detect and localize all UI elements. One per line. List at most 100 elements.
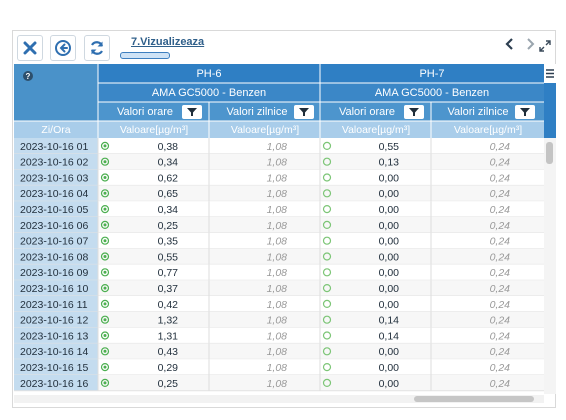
value-daily-ph7[interactable]: 0,24 — [490, 346, 511, 358]
value-daily-ph7[interactable]: 0,24 — [490, 299, 511, 311]
table-row[interactable]: 2023-10-16 03 0,62 1,08 0,00 0,24 — [14, 169, 544, 186]
close-button[interactable] — [17, 35, 43, 61]
value-daily-ph6[interactable]: 1,08 — [267, 220, 288, 232]
value-hourly-ph6[interactable]: 0,34 — [158, 157, 179, 169]
value-hourly-ph6[interactable]: 0,25 — [158, 220, 179, 232]
value-hourly-ph6[interactable]: 0,38 — [158, 141, 179, 153]
table-row[interactable]: 2023-10-16 04 0,65 1,08 0,00 0,24 — [14, 185, 544, 202]
value-daily-ph6[interactable]: 1,08 — [267, 188, 288, 200]
table-row[interactable]: 2023-10-16 11 0,42 1,08 0,00 0,24 — [14, 296, 544, 313]
value-hourly-ph7[interactable]: 0,00 — [379, 362, 400, 374]
value-hourly-ph6[interactable]: 0,43 — [158, 346, 179, 358]
value-hourly-ph6[interactable]: 0,55 — [158, 251, 179, 263]
value-hourly-ph7[interactable]: 0,00 — [379, 220, 400, 232]
table-row[interactable]: 2023-10-16 08 0,55 1,08 0,00 0,24 — [14, 248, 544, 265]
value-hourly-ph6[interactable]: 0,35 — [158, 236, 179, 248]
table-row[interactable]: 2023-10-16 12 1,32 1,08 0,14 0,24 — [14, 311, 544, 329]
tab-vizualizeaza[interactable]: 7.Vizualizeaza — [131, 36, 205, 48]
value-hourly-ph7[interactable]: 0,00 — [379, 283, 400, 295]
value-hourly-ph6[interactable]: 0,65 — [158, 188, 179, 200]
value-hourly-ph6[interactable]: 0,62 — [158, 172, 179, 184]
value-daily-ph6[interactable]: 1,08 — [267, 299, 288, 311]
table-row[interactable]: 2023-10-16 15 0,29 1,08 0,00 0,24 — [14, 359, 544, 376]
corner-label: Zi/Ora — [41, 124, 70, 136]
value-daily-ph6[interactable]: 1,08 — [267, 251, 288, 263]
value-daily-ph6[interactable]: 1,08 — [267, 204, 288, 216]
value-daily-ph7[interactable]: 0,24 — [490, 141, 511, 153]
value-hourly-ph7[interactable]: 0,00 — [379, 172, 400, 184]
table-row[interactable]: 2023-10-16 02 0,34 1,08 0,13 0,24 — [14, 153, 544, 171]
value-daily-ph7[interactable]: 0,24 — [490, 236, 511, 248]
value-hourly-ph6[interactable]: 1,32 — [158, 315, 179, 327]
value-hourly-ph6[interactable]: 0,25 — [158, 378, 179, 390]
value-hourly-ph7[interactable]: 0,00 — [379, 346, 400, 358]
value-daily-ph7[interactable]: 0,24 — [490, 251, 511, 263]
value-hourly-ph6[interactable]: 0,42 — [158, 299, 179, 311]
value-hourly-ph7[interactable]: 0,14 — [379, 330, 400, 342]
value-hourly-ph6[interactable]: 1,31 — [158, 330, 179, 342]
value-hourly-ph7[interactable]: 0,13 — [379, 157, 400, 169]
horizontal-scrollbar[interactable] — [14, 395, 544, 403]
value-hourly-ph7[interactable]: 0,00 — [379, 267, 400, 279]
value-daily-ph7[interactable]: 0,24 — [490, 157, 511, 169]
back-button[interactable] — [50, 35, 76, 61]
value-daily-ph6[interactable]: 1,08 — [267, 378, 288, 390]
value-daily-ph6[interactable]: 1,08 — [267, 157, 288, 169]
table-row[interactable]: 2023-10-16 10 0,37 1,08 0,00 0,24 — [14, 280, 544, 297]
table-row[interactable]: 2023-10-16 16 0,25 1,08 0,00 0,24 — [14, 375, 544, 392]
value-hourly-ph7[interactable]: 0,00 — [379, 204, 400, 216]
value-hourly-ph7[interactable]: 0,00 — [379, 236, 400, 248]
value-hourly-ph6[interactable]: 0,77 — [158, 267, 179, 279]
value-daily-ph7[interactable]: 0,24 — [490, 362, 511, 374]
value-daily-ph7[interactable]: 0,24 — [490, 220, 511, 232]
table-row[interactable]: 2023-10-16 06 0,25 1,08 0,00 0,24 — [14, 217, 544, 234]
filter-hourly-1-button[interactable] — [182, 105, 202, 119]
value-daily-ph6[interactable]: 1,08 — [267, 141, 288, 153]
filter-hourly-2-button[interactable] — [404, 105, 424, 119]
value-daily-ph6[interactable]: 1,08 — [267, 236, 288, 248]
table-row[interactable]: 2023-10-16 05 0,34 1,08 0,00 0,24 — [14, 201, 544, 218]
refresh-button[interactable] — [84, 35, 110, 61]
value-hourly-ph7[interactable]: 0,14 — [379, 315, 400, 327]
table-row[interactable]: 2023-10-16 14 0,43 1,08 0,00 0,24 — [14, 343, 544, 360]
value-daily-ph7[interactable]: 0,24 — [490, 204, 511, 216]
value-hourly-ph7[interactable]: 0,00 — [379, 299, 400, 311]
vertical-scroll-thumb[interactable] — [546, 142, 553, 164]
value-daily-ph7[interactable]: 0,24 — [490, 283, 511, 295]
value-daily-ph7[interactable]: 0,24 — [490, 267, 511, 279]
value-hourly-ph7[interactable]: 0,00 — [379, 188, 400, 200]
next-button[interactable] — [525, 37, 535, 53]
value-hourly-ph7[interactable]: 0,00 — [379, 251, 400, 263]
row-time: 2023-10-16 10 — [20, 283, 88, 295]
table-row[interactable]: 2023-10-16 13 1,31 1,08 0,14 0,24 — [14, 327, 544, 344]
table-row[interactable]: 2023-10-16 09 0,77 1,08 0,00 0,24 — [14, 264, 544, 281]
status-ok-icon — [100, 284, 110, 293]
value-hourly-ph7[interactable]: 0,55 — [379, 141, 400, 153]
value-daily-ph7[interactable]: 0,24 — [490, 378, 511, 390]
value-hourly-ph6[interactable]: 0,29 — [158, 362, 179, 374]
help-button[interactable]: ? — [23, 71, 33, 81]
value-daily-ph6[interactable]: 1,08 — [267, 283, 288, 295]
value-daily-ph7[interactable]: 0,24 — [490, 188, 511, 200]
value-daily-ph6[interactable]: 1,08 — [267, 346, 288, 358]
value-daily-ph6[interactable]: 1,08 — [267, 315, 288, 327]
value-hourly-ph6[interactable]: 0,34 — [158, 204, 179, 216]
value-daily-ph7[interactable]: 0,24 — [490, 330, 511, 342]
value-hourly-ph7[interactable]: 0,00 — [379, 378, 400, 390]
value-daily-ph6[interactable]: 1,08 — [267, 362, 288, 374]
column-menu-button[interactable] — [544, 64, 556, 83]
filter-daily-2-button[interactable] — [515, 105, 535, 119]
value-daily-ph6[interactable]: 1,08 — [267, 172, 288, 184]
value-daily-ph7[interactable]: 0,24 — [490, 172, 511, 184]
value-daily-ph7[interactable]: 0,24 — [490, 315, 511, 327]
value-daily-ph6[interactable]: 1,08 — [267, 330, 288, 342]
table-row[interactable]: 2023-10-16 07 0,35 1,08 0,00 0,24 — [14, 232, 544, 250]
value-daily-ph6[interactable]: 1,08 — [267, 267, 288, 279]
horizontal-scroll-thumb[interactable] — [414, 396, 534, 402]
vertical-scrollbar[interactable] — [544, 138, 556, 394]
filter-daily-1-button[interactable] — [294, 105, 314, 119]
expand-button[interactable] — [539, 39, 551, 57]
prev-button[interactable] — [505, 37, 515, 53]
table-row[interactable]: 2023-10-16 01 0,38 1,08 0,55 0,24 — [14, 138, 544, 155]
value-hourly-ph6[interactable]: 0,37 — [158, 283, 179, 295]
